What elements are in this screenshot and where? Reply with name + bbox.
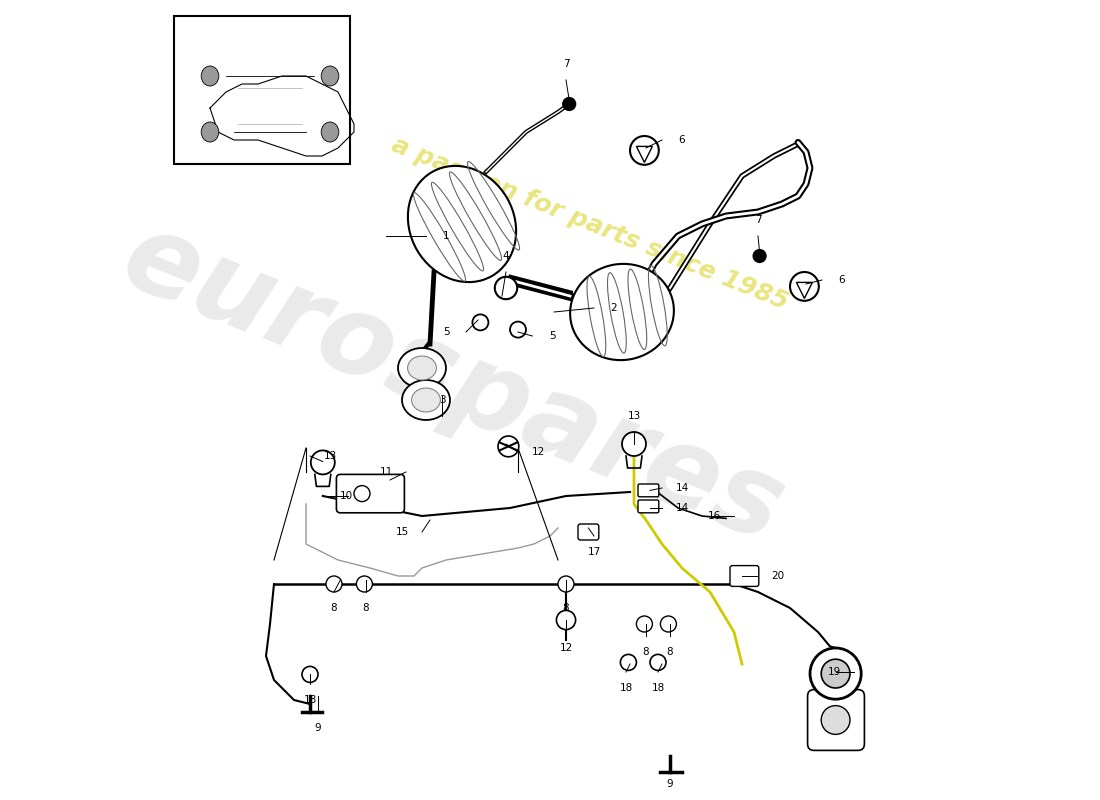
Ellipse shape — [201, 122, 219, 142]
Polygon shape — [637, 146, 652, 162]
FancyBboxPatch shape — [337, 474, 405, 513]
Text: 19: 19 — [827, 667, 840, 677]
Text: eurospares: eurospares — [108, 203, 800, 565]
Text: 8: 8 — [331, 603, 338, 613]
Circle shape — [660, 616, 676, 632]
Text: 7: 7 — [563, 59, 570, 69]
Text: 18: 18 — [651, 683, 664, 693]
Text: 8: 8 — [363, 603, 370, 613]
Circle shape — [822, 659, 850, 688]
Circle shape — [356, 576, 373, 592]
Text: 12: 12 — [560, 643, 573, 653]
Text: 18: 18 — [619, 683, 632, 693]
Circle shape — [754, 250, 766, 262]
FancyBboxPatch shape — [578, 524, 598, 540]
Circle shape — [354, 486, 370, 502]
Text: 5: 5 — [549, 331, 556, 341]
Circle shape — [563, 98, 575, 110]
Circle shape — [810, 648, 861, 699]
Circle shape — [637, 616, 652, 632]
Text: 15: 15 — [395, 527, 408, 537]
Text: 3: 3 — [439, 395, 446, 405]
Text: 9: 9 — [667, 779, 673, 789]
Text: 2: 2 — [610, 303, 617, 313]
Ellipse shape — [411, 388, 440, 412]
Ellipse shape — [201, 66, 219, 86]
FancyBboxPatch shape — [638, 484, 659, 497]
FancyBboxPatch shape — [638, 500, 659, 513]
Ellipse shape — [321, 66, 339, 86]
Text: 11: 11 — [379, 467, 393, 477]
Text: 10: 10 — [340, 491, 353, 501]
Ellipse shape — [321, 122, 339, 142]
Ellipse shape — [398, 348, 446, 388]
Text: 1: 1 — [442, 231, 449, 241]
Text: 20: 20 — [771, 571, 784, 581]
Text: 17: 17 — [587, 547, 601, 557]
Circle shape — [620, 654, 637, 670]
Text: 16: 16 — [707, 511, 721, 521]
Text: 8: 8 — [563, 603, 570, 613]
Text: a passion for parts since 1985: a passion for parts since 1985 — [388, 133, 792, 315]
Text: 5: 5 — [442, 327, 449, 337]
Ellipse shape — [408, 166, 516, 282]
Circle shape — [790, 272, 818, 301]
Circle shape — [630, 136, 659, 165]
Text: 6: 6 — [838, 275, 845, 285]
Circle shape — [822, 706, 850, 734]
Text: 13: 13 — [323, 451, 337, 461]
Text: 8: 8 — [667, 647, 673, 657]
FancyBboxPatch shape — [807, 690, 865, 750]
Text: 9: 9 — [315, 723, 321, 733]
Text: 14: 14 — [675, 483, 689, 493]
Circle shape — [472, 314, 488, 330]
Circle shape — [510, 322, 526, 338]
Text: 14: 14 — [675, 503, 689, 513]
Circle shape — [498, 436, 519, 457]
Polygon shape — [796, 282, 813, 298]
Circle shape — [621, 432, 646, 456]
Ellipse shape — [402, 380, 450, 420]
Text: 18: 18 — [304, 695, 317, 705]
Text: 8: 8 — [642, 647, 649, 657]
Text: 6: 6 — [679, 135, 685, 145]
Ellipse shape — [570, 264, 674, 360]
Text: 12: 12 — [531, 447, 544, 457]
FancyBboxPatch shape — [730, 566, 759, 586]
Circle shape — [557, 610, 575, 630]
FancyBboxPatch shape — [174, 16, 350, 164]
Circle shape — [495, 277, 517, 299]
Circle shape — [302, 666, 318, 682]
Circle shape — [326, 576, 342, 592]
Circle shape — [311, 450, 334, 474]
Text: 13: 13 — [627, 411, 640, 421]
Ellipse shape — [408, 356, 437, 380]
Text: 4: 4 — [503, 251, 509, 261]
Circle shape — [558, 576, 574, 592]
Circle shape — [650, 654, 666, 670]
Text: 7: 7 — [755, 215, 761, 225]
